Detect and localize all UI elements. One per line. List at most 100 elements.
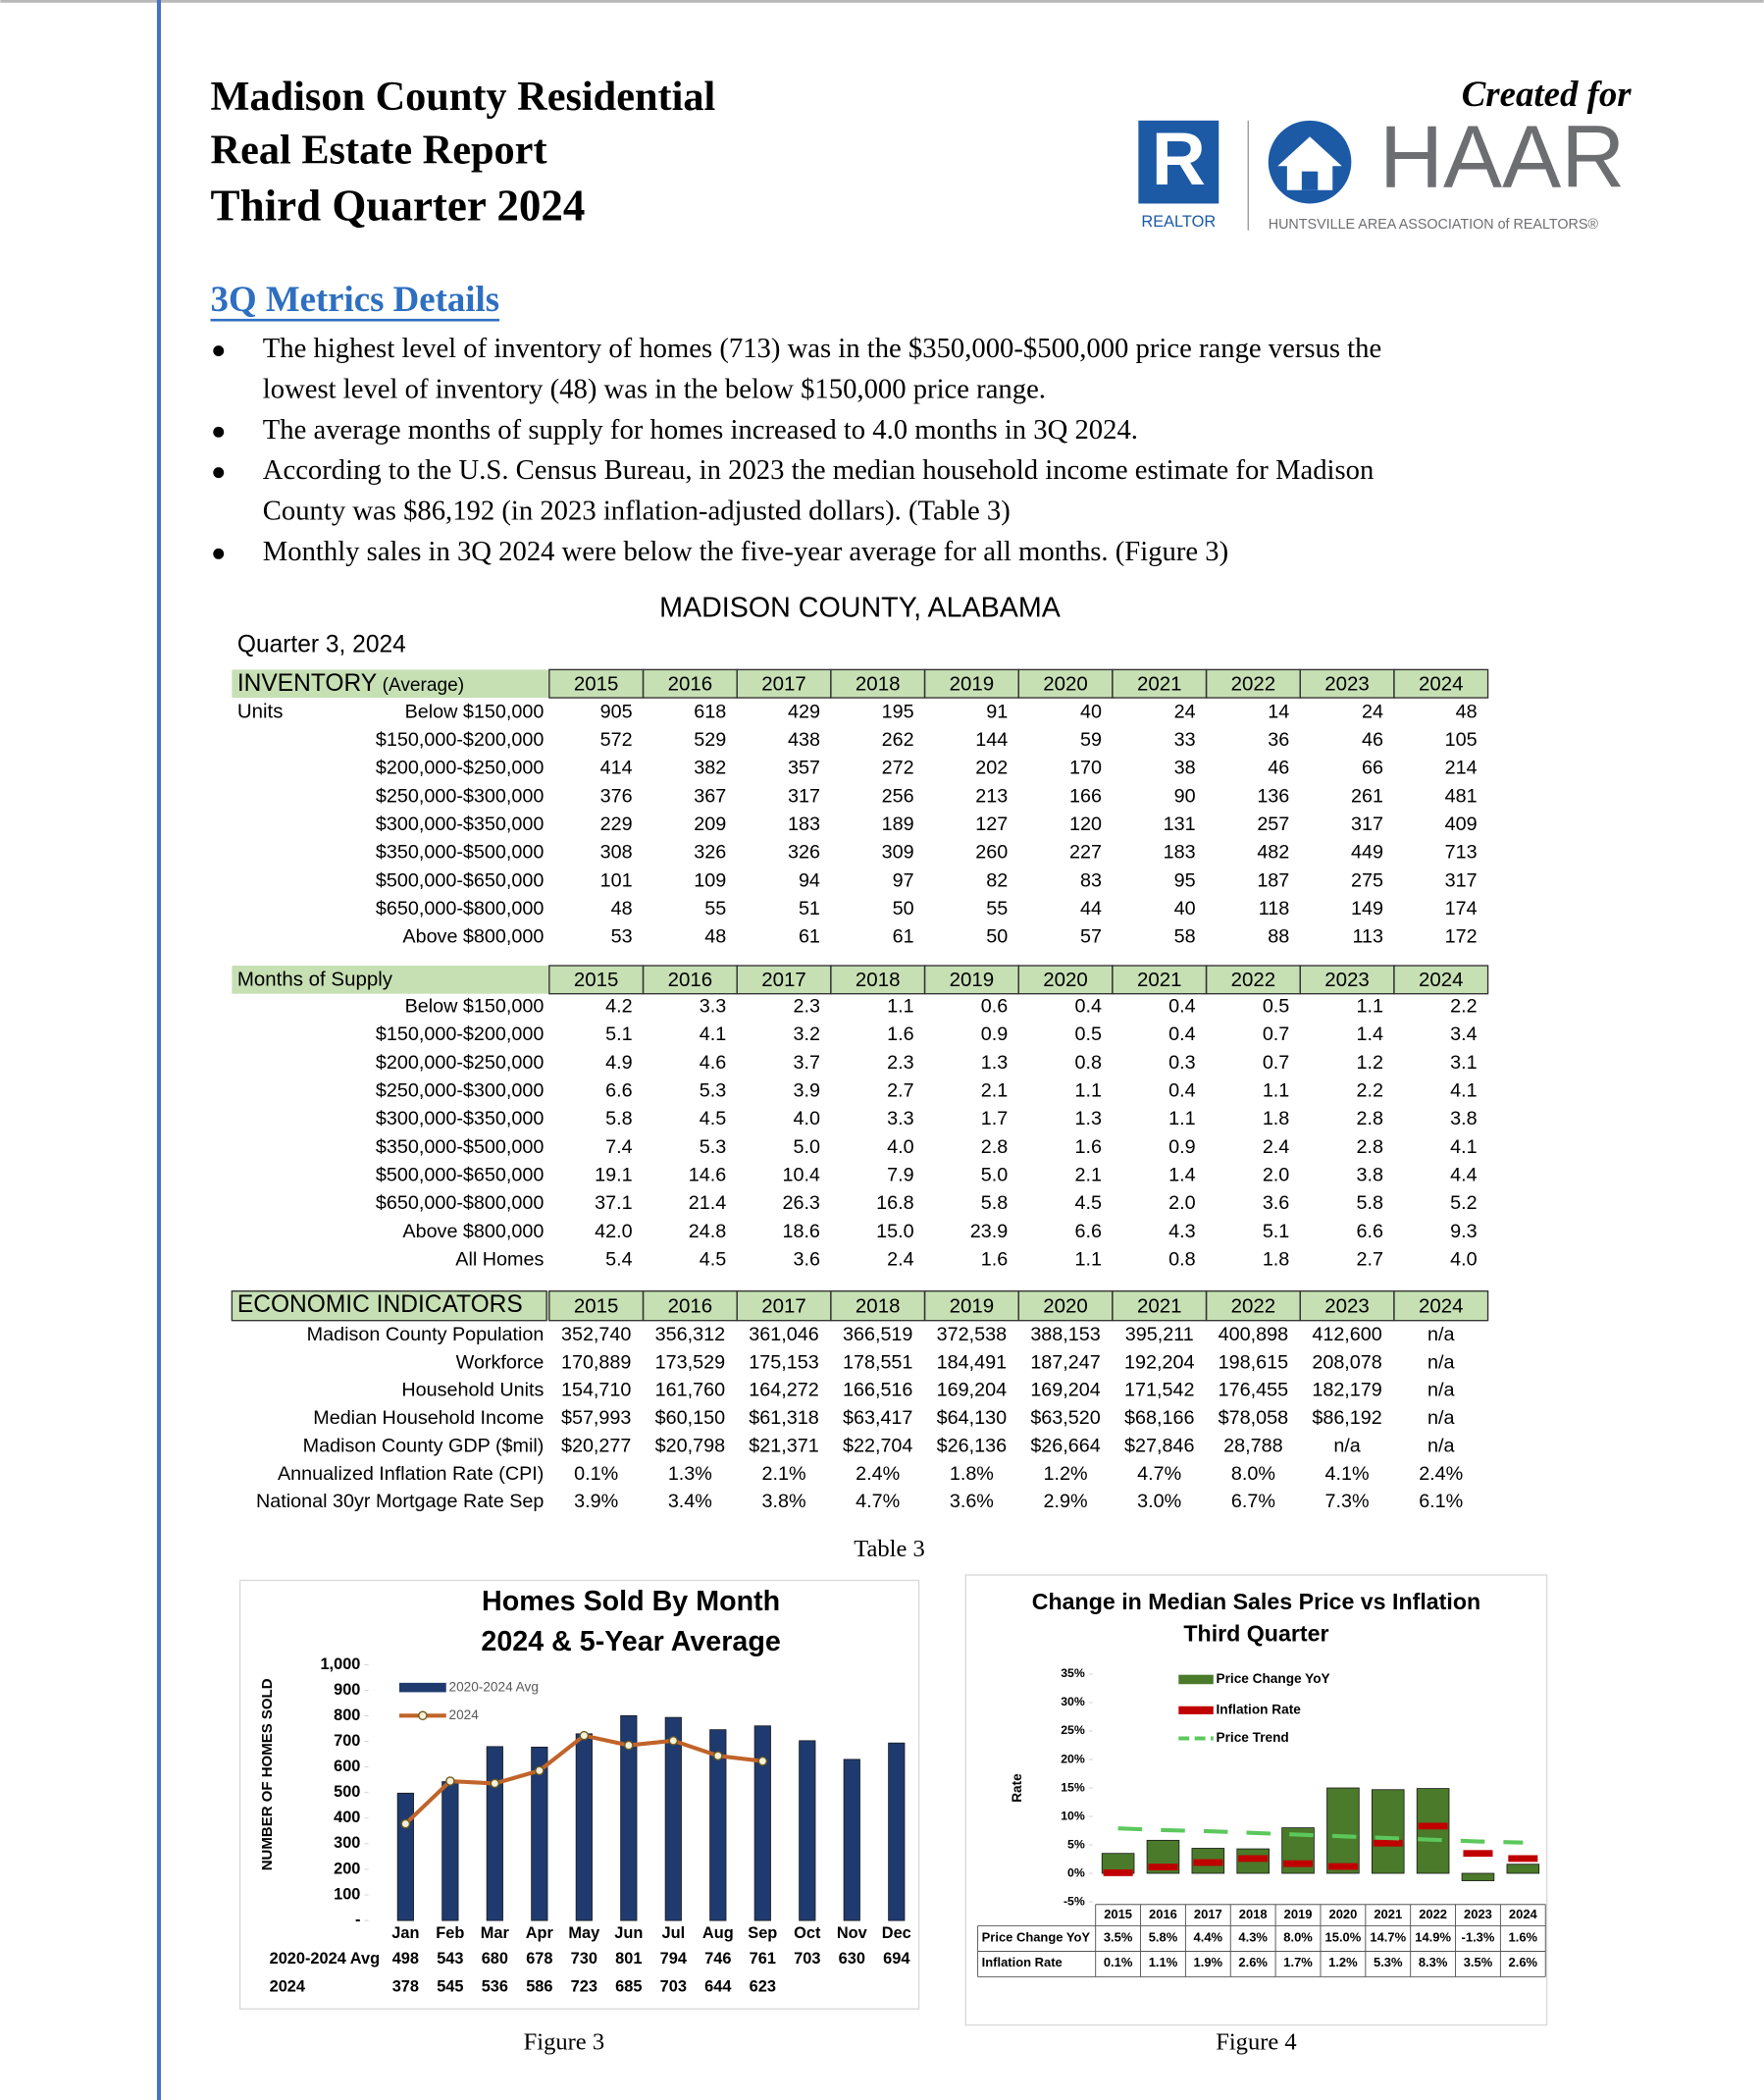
cell-value: 154,710: [561, 1380, 631, 1401]
table-value: 703: [660, 1978, 687, 1996]
line-marker: [713, 1751, 723, 1761]
marker: [1418, 1822, 1448, 1830]
cell-value: $86,192: [1312, 1407, 1381, 1429]
cell-value: 3.6: [1263, 1192, 1289, 1214]
cell-value: 6.6: [1074, 1221, 1101, 1242]
cell-value: $21,371: [749, 1435, 818, 1456]
cell-value: $64,130: [937, 1407, 1007, 1429]
table-value: 1.7%: [1283, 1955, 1313, 1969]
y-axis-title: Rate: [1010, 1773, 1024, 1803]
cell-value: 7.9: [887, 1165, 913, 1186]
year-label: 2018: [856, 969, 901, 991]
x-tick-label: 2022: [1419, 1907, 1447, 1921]
cell-value: 82: [986, 869, 1008, 891]
bullet-text: Monthly sales in 3Q 2024 were below the …: [263, 536, 1228, 567]
cell-value: 3.4%: [668, 1491, 712, 1512]
cell-value: 382: [694, 758, 726, 779]
table-value: 586: [526, 1978, 552, 1996]
cell-value: 4.5: [1074, 1192, 1101, 1214]
cell-value: 175,153: [749, 1351, 818, 1373]
cell-value: 51: [799, 898, 820, 919]
cell-value: 326: [788, 842, 820, 864]
cell-value: 164,272: [749, 1380, 818, 1401]
cell-value: 120: [1069, 814, 1102, 835]
cell-value: 202: [975, 758, 1008, 779]
row-label: $350,000-$500,000: [376, 1136, 544, 1158]
cell-value: 14: [1268, 701, 1289, 722]
x-tick-label: Apr: [526, 1924, 554, 1942]
marker: [1327, 1863, 1358, 1870]
cell-value: 2.1: [981, 1080, 1008, 1102]
x-tick-label: May: [568, 1924, 600, 1942]
cell-value: 357: [788, 758, 820, 779]
row-label: National 30yr Mortgage Rate Sep: [256, 1491, 544, 1512]
table-value: -1.3%: [1462, 1929, 1495, 1944]
cell-value: 3.4: [1450, 1024, 1477, 1045]
row-label: $300,000-$350,000: [376, 814, 544, 835]
y-tick-label: 800: [334, 1706, 360, 1724]
cell-value: 3.2: [793, 1024, 819, 1045]
x-tick-label: 2016: [1149, 1907, 1177, 1921]
cell-value: 5.3: [700, 1080, 726, 1102]
cell-value: 88: [1268, 926, 1289, 948]
year-label: 2020: [1043, 969, 1088, 991]
cell-value: 169,204: [937, 1380, 1007, 1401]
figure-caption: Figure 4: [1216, 2028, 1297, 2055]
bar: [1326, 1787, 1360, 1874]
y-tick-label: 5%: [1067, 1837, 1085, 1851]
cell-value: 213: [975, 785, 1008, 807]
table-row-label: 2020-2024 Avg: [270, 1950, 380, 1968]
cell-value: 1.3%: [668, 1463, 712, 1485]
cell-value: 481: [1445, 785, 1478, 807]
cell-value: 61: [799, 926, 820, 948]
cell-value: 260: [975, 842, 1008, 864]
cell-value: 0.4: [1168, 1080, 1195, 1102]
cell-value: 3.1: [1450, 1052, 1477, 1074]
cell-value: 227: [1069, 842, 1102, 864]
cell-value: 169,204: [1030, 1380, 1100, 1401]
table-value: 623: [750, 1978, 776, 1996]
line-marker: [624, 1740, 634, 1751]
cell-value: 1.4: [1168, 1165, 1195, 1186]
cell-value: 3.9%: [574, 1491, 618, 1512]
year-label: 2022: [1231, 672, 1276, 695]
table-value: 723: [571, 1978, 597, 1996]
year-label: 2018: [856, 1294, 901, 1317]
cell-value: 1.3: [1074, 1108, 1101, 1129]
bar: [1416, 1788, 1450, 1874]
cell-value: 166,516: [843, 1380, 912, 1401]
cell-value: 18.6: [782, 1221, 819, 1242]
cell-value: 171,542: [1124, 1380, 1194, 1401]
table-value: 801: [615, 1950, 642, 1968]
table-value: 761: [750, 1950, 776, 1968]
year-label: 2015: [574, 1294, 619, 1317]
cell-value: 388,153: [1030, 1324, 1100, 1345]
cell-value: 2.3: [887, 1052, 913, 1074]
cell-value: $60,150: [655, 1407, 725, 1429]
cell-value: 192,204: [1124, 1351, 1194, 1373]
cell-value: 361,046: [749, 1324, 818, 1345]
table-value: 678: [526, 1950, 552, 1968]
cell-value: 3.6%: [950, 1491, 994, 1512]
x-tick-label: 2018: [1239, 1907, 1268, 1921]
cell-value: 15.0: [876, 1221, 913, 1242]
cell-value: 2.2: [1356, 1080, 1382, 1102]
table-value: 730: [571, 1950, 597, 1968]
bar: [753, 1725, 771, 1921]
cell-value: 3.9: [793, 1080, 819, 1102]
table-value: 794: [660, 1950, 688, 1968]
cell-value: 4.7%: [856, 1491, 900, 1512]
cell-value: 28,788: [1223, 1435, 1282, 1456]
cell-value: 53: [611, 926, 633, 948]
year-cell: [1393, 668, 1489, 699]
x-tick-label: 2020: [1328, 1907, 1357, 1921]
cell-value: 24.8: [689, 1221, 726, 1242]
cell-value: 0.3: [1168, 1052, 1195, 1074]
bar: [843, 1759, 860, 1921]
cell-value: $57,993: [561, 1407, 631, 1429]
cell-value: 2.8: [981, 1136, 1008, 1158]
x-tick-label: 2023: [1464, 1907, 1492, 1921]
year-label: 2020: [1043, 1294, 1088, 1317]
cell-value: 414: [600, 758, 633, 779]
